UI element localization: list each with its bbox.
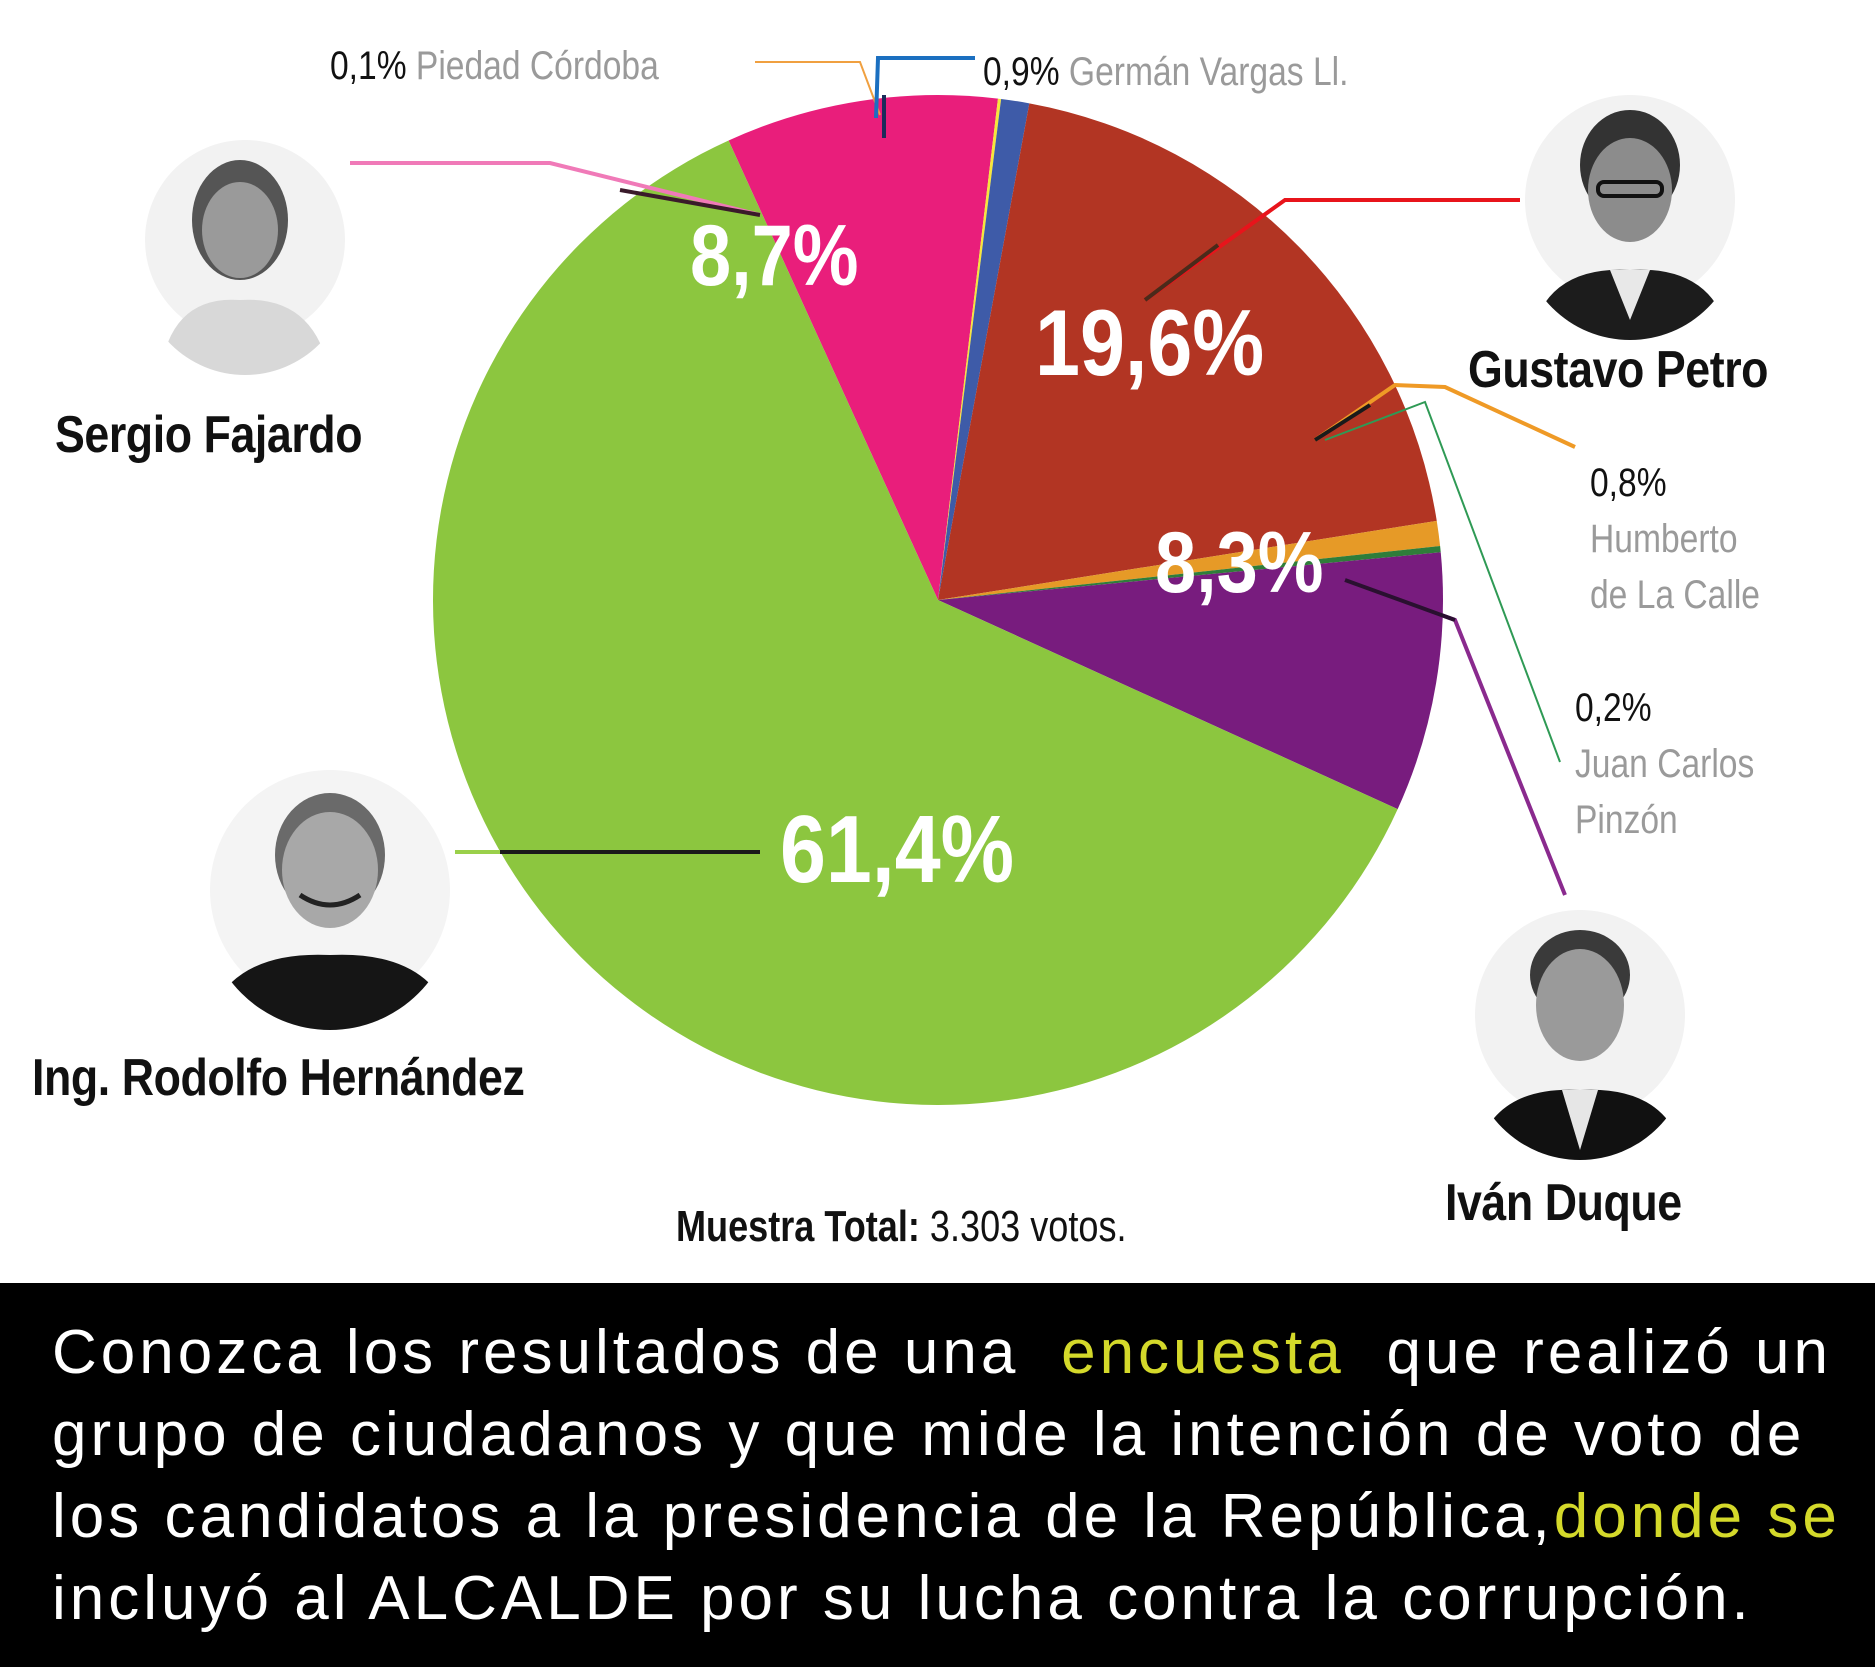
photo-hernandez [205,765,455,1030]
leader-duque-dark [1344,578,1456,622]
banner-line-1a: Conozca los resultados de una [52,1318,1020,1387]
slice-piedad-c-rdoba [938,98,1002,601]
small-label-pinzon: 0,2% Juan Carlos Pinzón [1575,680,1754,848]
sample-value: 3.303 votos. [929,1202,1127,1251]
info-banner: Conozca los resultados de una encuesta q… [0,1283,1875,1667]
banner-line-2: grupo de ciudadanos y que mide la intenc… [52,1399,1832,1489]
sample-label: Muestra Total: [676,1202,920,1251]
label-fajardo: 8,7% [690,207,859,304]
name-pinzon-2: Pinzón [1575,798,1678,842]
slice-germ-n-vargas-ll- [938,98,1030,600]
banner-line-2-text: grupo de ciudadanos y que mide la intenc… [52,1400,1806,1469]
banner-line-3b: donde se [1553,1482,1841,1551]
label-petro: 19,6% [1035,290,1264,395]
pct-cordoba: 0,1% [330,44,407,88]
label-duque: 8,3% [1155,514,1324,611]
banner-line-1: Conozca los resultados de una encuesta q… [52,1317,1832,1407]
sample-total: Muestra Total: 3.303 votos. [676,1202,1127,1252]
name-petro: Gustavo Petro [1468,341,1769,399]
leader-pinzon [1324,400,1561,763]
pct-vargas: 0,9% [983,50,1060,94]
leader-vargas [874,56,975,119]
banner-line-4: incluyó al ALCALDE por su lucha contra l… [52,1563,1832,1653]
slice-labels: 8,7% 19,6% 8,3% 61,4% [690,207,1324,903]
pct-calle: 0,8% [1590,461,1667,505]
name-cordoba: Piedad Córdoba [415,44,659,88]
photo-fajardo [140,135,350,375]
slice-sergio-fajardo [728,94,998,601]
banner-line-1c: que realizó un [1386,1318,1832,1387]
pct-pinzon: 0,2% [1575,686,1652,730]
leader-lines [290,56,1576,896]
small-label-calle: 0,8% Humberto de La Calle [1590,455,1760,623]
slice-humberto-de-la-calle [938,520,1441,600]
slice-iv-n-duque [938,552,1444,810]
banner-line-3a: los candidatos a la presidencia de la Re… [52,1482,1554,1551]
name-hernandez: Ing. Rodolfo Hernández [32,1049,525,1107]
name-calle-2: de La Calle [1590,573,1760,617]
label-hernandez: 61,4% [780,795,1014,902]
photo-duque [1470,905,1690,1160]
photo-petro [1520,90,1740,340]
leader-cordoba [755,61,881,116]
leader-fajardo [290,161,761,217]
name-pinzon-1: Juan Carlos [1575,742,1755,786]
banner-line-4-text: incluyó al ALCALDE por su lucha contra l… [52,1564,1753,1633]
slice-ing-rodolfo-hern-ndez [432,140,1398,1105]
name-calle-1: Humberto [1590,517,1738,561]
name-duque: Iván Duque [1445,1174,1682,1232]
small-label-cordoba: 0,1% Piedad Córdoba [330,38,659,94]
pie-slices [432,94,1444,1105]
banner-line-3: los candidatos a la presidencia de la Re… [52,1481,1837,1571]
leader-fajardo-dark [619,188,761,217]
pie-chart: 8,7% 19,6% 8,3% 61,4% [290,56,1576,1105]
small-label-vargas: 0,9% Germán Vargas Ll. [983,44,1348,100]
leader-calle-dark [1313,403,1372,442]
name-fajardo: Sergio Fajardo [55,406,363,464]
leader-petro-dark [1143,243,1220,302]
slice-juan-carlos-pinz-n [938,545,1441,600]
name-vargas: Germán Vargas Ll. [1068,50,1349,94]
slice-gustavo-petro [938,103,1437,601]
banner-line-1b: encuesta [1061,1318,1345,1387]
